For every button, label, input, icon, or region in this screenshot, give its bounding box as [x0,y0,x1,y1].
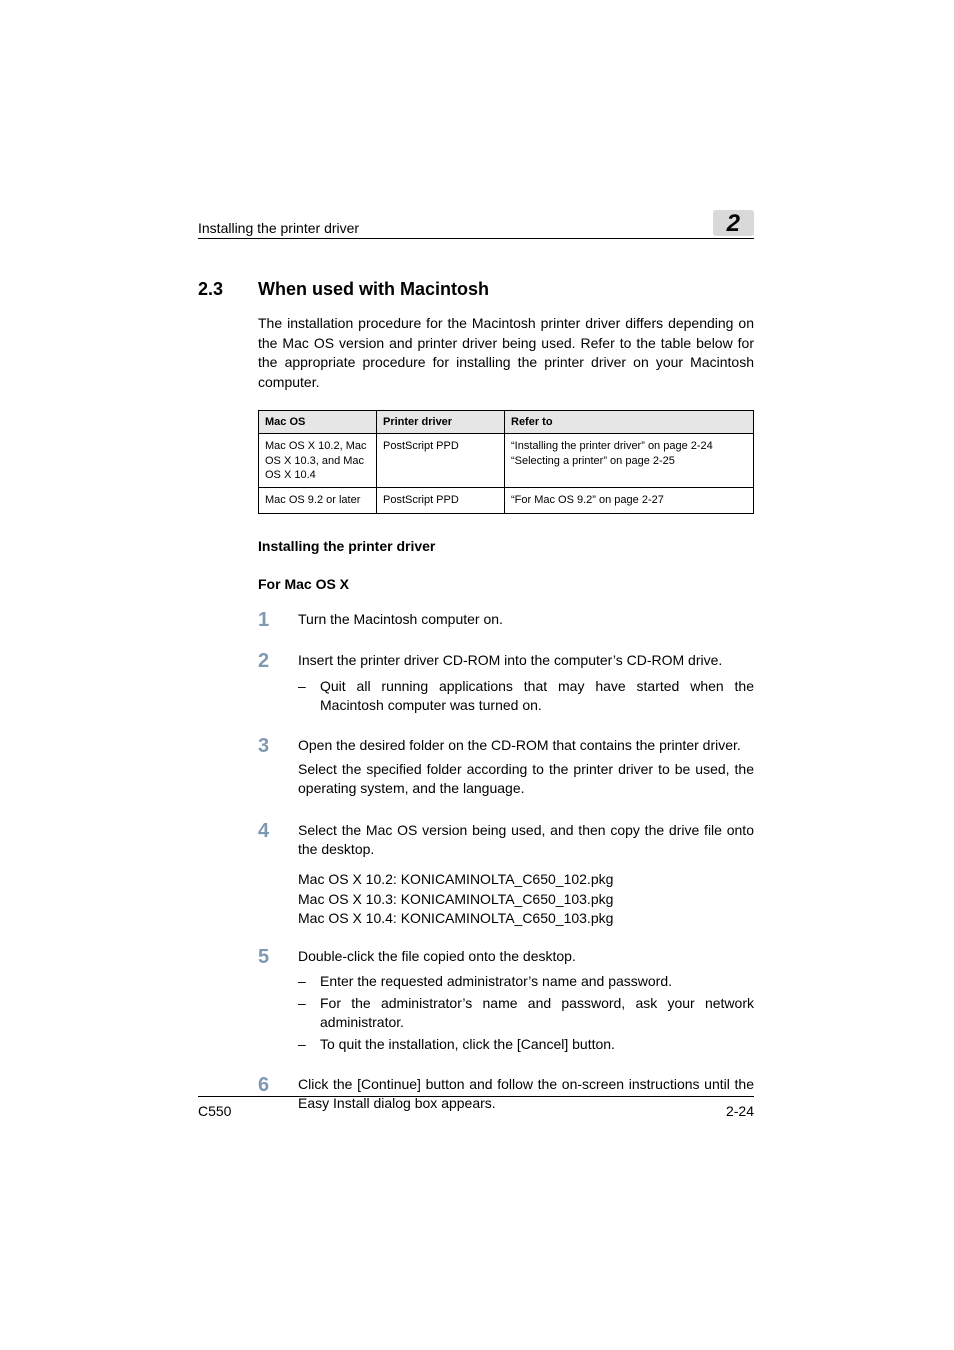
chapter-number-tab: 2 [713,210,754,236]
step-body: Insert the printer driver CD-ROM into th… [298,651,754,718]
step-text-secondary: Select the specified folder according to… [298,760,754,799]
bullet-text: Quit all running applications that may h… [320,677,754,716]
step: 3Open the desired folder on the CD-ROM t… [258,736,754,803]
footer-model: C550 [198,1103,231,1119]
page-footer: C550 2-24 [198,1096,754,1119]
bullet-list: –Enter the requested administrator’s nam… [298,972,754,1054]
section-intro-paragraph: The installation procedure for the Macin… [258,314,754,392]
step-number: 5 [258,947,298,967]
step-number: 1 [258,610,298,630]
running-header-title: Installing the printer driver [198,220,359,236]
table-header-driver: Printer driver [377,411,505,434]
bullet-item: –To quit the installation, click the [Ca… [298,1035,754,1055]
table-header-refer: Refer to [505,411,754,434]
step: 5Double-click the file copied onto the d… [258,947,754,1057]
package-line: Mac OS X 10.2: KONICAMINOLTA_C650_102.pk… [298,870,754,890]
table-cell-os: Mac OS X 10.2, Mac OS X 10.3, and Mac OS… [259,434,377,488]
table-cell-driver: PostScript PPD [377,488,505,513]
bullet-list: –Quit all running applications that may … [298,677,754,716]
bullet-text: To quit the installation, click the [Can… [320,1035,754,1055]
footer-page-number: 2-24 [726,1103,754,1119]
bullet-dash-icon: – [298,972,320,992]
step-body: Select the Mac OS version being used, an… [298,821,754,929]
section-title: When used with Macintosh [258,279,489,300]
bullet-item: –For the administrator’s name and passwo… [298,994,754,1033]
bullet-dash-icon: – [298,994,320,1033]
step: 2Insert the printer driver CD-ROM into t… [258,651,754,718]
table-row: Mac OS X 10.2, Mac OS X 10.3, and Mac OS… [259,434,754,488]
running-header: Installing the printer driver 2 [198,210,754,239]
step-number: 6 [258,1075,298,1095]
step-text: Insert the printer driver CD-ROM into th… [298,651,754,671]
step-body: Turn the Macintosh computer on. [298,610,754,634]
bullet-text: Enter the requested administrator’s name… [320,972,754,992]
bullet-dash-icon: – [298,677,320,716]
table-cell-driver: PostScript PPD [377,434,505,488]
table-cell-refer: “For Mac OS 9.2” on page 2-27 [505,488,754,513]
bullet-item: –Enter the requested administrator’s nam… [298,972,754,992]
subheading-installing: Installing the printer driver [258,538,754,554]
bullet-dash-icon: – [298,1035,320,1055]
section-heading: 2.3 When used with Macintosh [198,279,754,300]
table-row: Mac OS 9.2 or laterPostScript PPD“For Ma… [259,488,754,513]
package-line: Mac OS X 10.4: KONICAMINOLTA_C650_103.pk… [298,909,754,929]
step-text: Open the desired folder on the CD-ROM th… [298,736,754,756]
bullet-text: For the administrator’s name and passwor… [320,994,754,1033]
step-number: 2 [258,651,298,671]
package-line: Mac OS X 10.3: KONICAMINOLTA_C650_103.pk… [298,890,754,910]
step-number: 4 [258,821,298,841]
table-cell-os: Mac OS 9.2 or later [259,488,377,513]
step: 4Select the Mac OS version being used, a… [258,821,754,929]
step-text: Double-click the file copied onto the de… [298,947,754,967]
step-number: 3 [258,736,298,756]
subheading-mac-osx: For Mac OS X [258,576,754,592]
section-number: 2.3 [198,279,258,300]
step-text: Turn the Macintosh computer on. [298,610,754,630]
step-body: Double-click the file copied onto the de… [298,947,754,1057]
step: 1Turn the Macintosh computer on. [258,610,754,634]
table-cell-refer: “Installing the printer driver” on page … [505,434,754,488]
package-list: Mac OS X 10.2: KONICAMINOLTA_C650_102.pk… [298,870,754,929]
step-body: Open the desired folder on the CD-ROM th… [298,736,754,803]
compatibility-table: Mac OS Printer driver Refer to Mac OS X … [258,410,754,513]
table-header-os: Mac OS [259,411,377,434]
step-text: Select the Mac OS version being used, an… [298,821,754,860]
bullet-item: –Quit all running applications that may … [298,677,754,716]
